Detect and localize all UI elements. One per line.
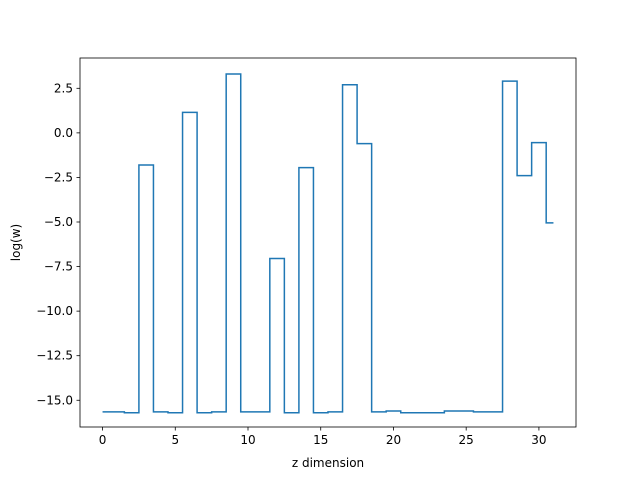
series-line: [102, 73, 554, 414]
x-tick-label: 25: [459, 433, 474, 447]
series-layer: [102, 73, 554, 414]
x-tick-label: 5: [171, 433, 179, 447]
y-tick-label: −15.0: [36, 393, 73, 407]
x-tick-label: 30: [531, 433, 546, 447]
plot-area: [80, 58, 576, 427]
x-axis-label: z dimension: [292, 456, 364, 470]
y-axis-ticks: 2.5 0.0 −2.5 −5.0 −7.5 −10.0 −12.5 −15.0: [36, 81, 80, 407]
y-tick-label: −7.5: [44, 260, 73, 274]
x-tick-label: 20: [386, 433, 401, 447]
x-axis-ticks: 0 5 10 15 20 25 30: [99, 427, 547, 447]
x-tick-label: 15: [313, 433, 328, 447]
y-tick-label: −12.5: [36, 349, 73, 363]
y-tick-label: −10.0: [36, 304, 73, 318]
y-tick-label: −5.0: [44, 215, 73, 229]
y-tick-label: −2.5: [44, 170, 73, 184]
y-tick-label: 0.0: [54, 126, 73, 140]
x-tick-label: 10: [240, 433, 255, 447]
y-axis-label: log(w): [9, 224, 23, 261]
y-tick-label: 2.5: [54, 81, 73, 95]
axes-frame: [79, 57, 577, 428]
x-tick-label: 0: [99, 433, 107, 447]
